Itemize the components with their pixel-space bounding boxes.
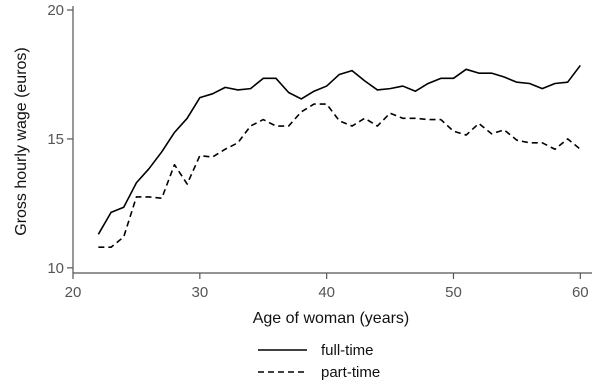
series-layer [97,64,581,249]
y-tick-label-20: 20 [47,2,64,19]
legend-label-full-time: full-time [321,342,374,359]
x-tick-label-20: 20 [65,284,82,301]
y-tick-label-10: 10 [47,260,64,277]
x-axis-title: Age of woman (years) [253,310,410,327]
legend-label-part-time: part-time [321,364,380,381]
x-tick-label-60: 60 [572,284,589,301]
y-axis-title: Gross hourly wage (euros) [13,47,30,236]
series-line-full-time [97,64,581,235]
x-tick-label-50: 50 [445,284,462,301]
axes: 20 30 40 50 60 10 15 20 [47,2,592,301]
x-tick-label-40: 40 [318,284,335,301]
series-line-part-time [98,103,581,249]
x-tick-label-30: 30 [191,284,208,301]
legend: full-time part-time [258,342,380,381]
y-tick-label-15: 15 [47,131,64,148]
